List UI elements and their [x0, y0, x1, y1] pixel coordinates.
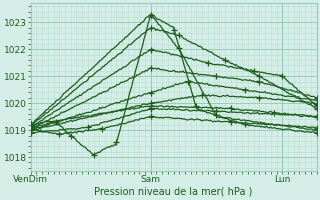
X-axis label: Pression niveau de la mer( hPa ): Pression niveau de la mer( hPa ) — [94, 187, 253, 197]
